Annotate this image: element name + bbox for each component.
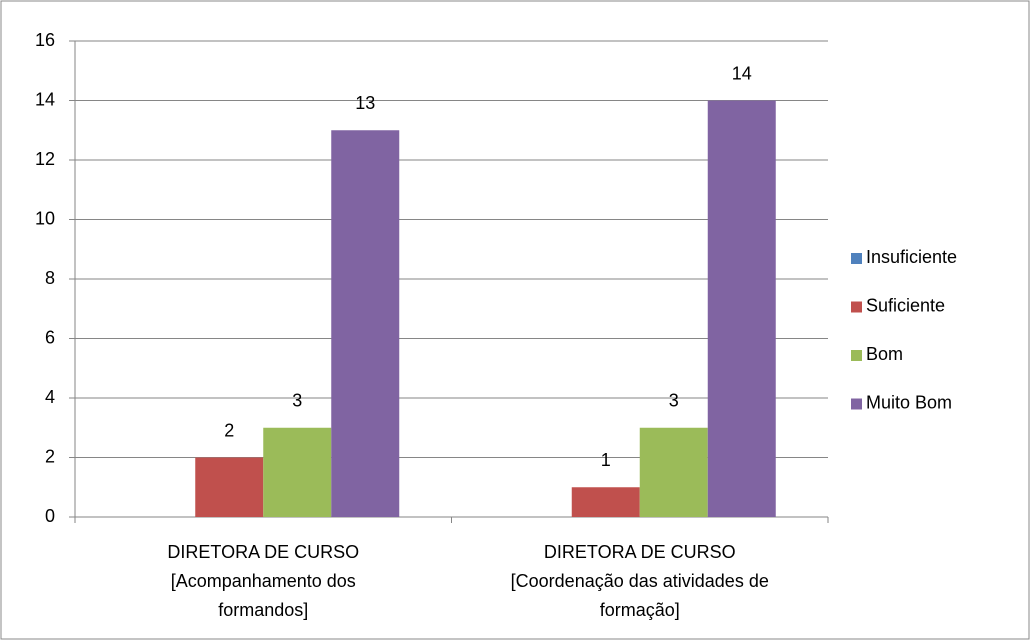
x-tick-label: DIRETORA DE CURSO: [544, 542, 736, 562]
x-tick-label: formação]: [600, 600, 680, 620]
bar: [195, 457, 264, 517]
legend-label: Suficiente: [866, 295, 945, 315]
legend-swatch: [851, 350, 862, 361]
legend-label: Insuficiente: [866, 247, 957, 267]
bar: [571, 487, 640, 517]
y-tick-label: 0: [45, 506, 55, 526]
y-tick-label: 10: [35, 208, 55, 228]
bar: [639, 427, 708, 517]
x-tick-label: [Acompanhamento dos: [171, 571, 356, 591]
y-tick-label: 14: [35, 89, 55, 109]
data-label: 13: [355, 93, 375, 113]
legend-swatch: [851, 398, 862, 410]
legend-label: Bom: [866, 344, 903, 364]
y-tick-label: 16: [35, 30, 55, 50]
bar: [331, 130, 400, 517]
data-label: 2: [224, 420, 234, 440]
y-tick-label: 8: [45, 268, 55, 288]
legend-swatch: [851, 253, 862, 264]
y-tick-label: 12: [35, 149, 55, 169]
y-tick-label: 2: [45, 446, 55, 466]
x-tick-label: formandos]: [218, 600, 308, 620]
bar: [707, 100, 776, 517]
x-tick-label: DIRETORA DE CURSO: [167, 542, 359, 562]
y-tick-label: 6: [45, 327, 55, 347]
legend-swatch: [851, 301, 862, 313]
bar: [263, 427, 332, 517]
data-label: 3: [669, 391, 679, 411]
y-tick-label: 4: [45, 387, 55, 407]
x-tick-label: [Coordenação das atividades de: [511, 571, 769, 591]
data-label: 1: [601, 450, 611, 470]
legend-label: Muito Bom: [866, 392, 952, 412]
data-label: 3: [292, 391, 302, 411]
data-label: 14: [732, 63, 752, 83]
